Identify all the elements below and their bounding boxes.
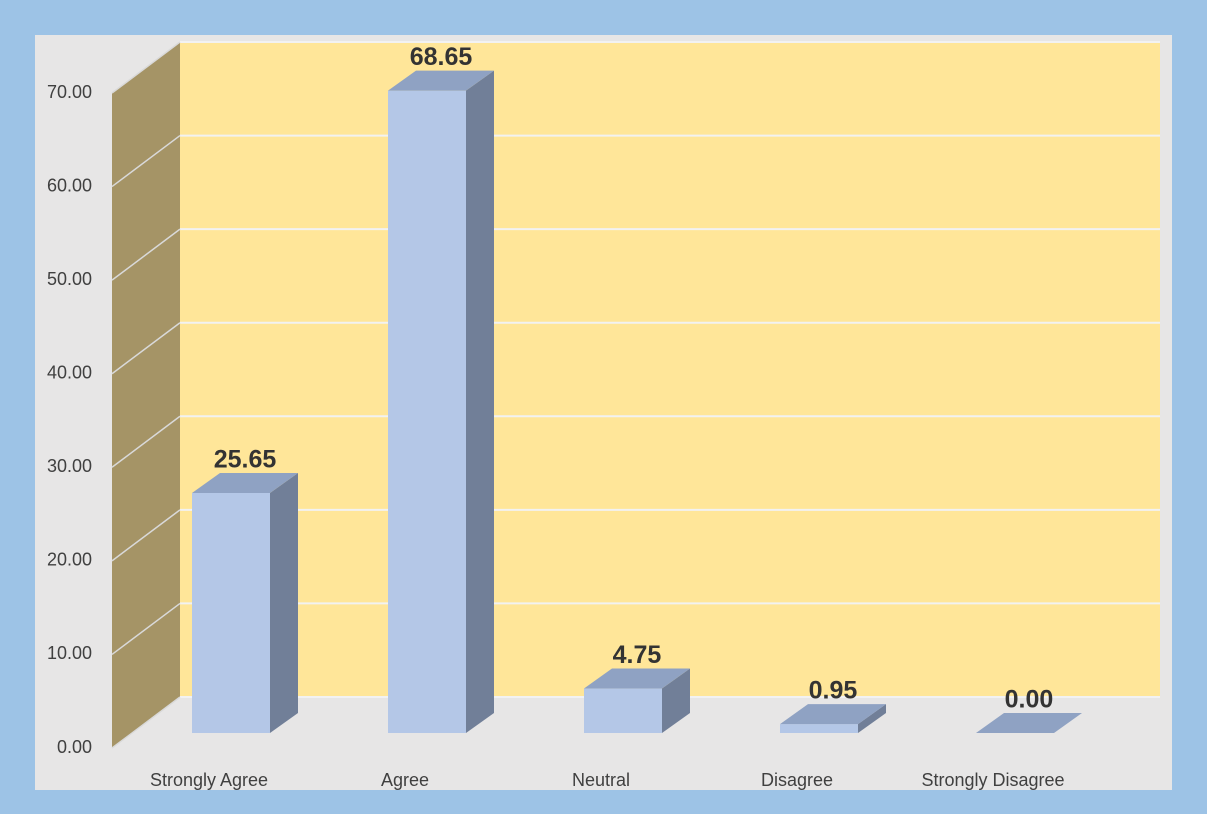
data-label: 0.00	[1005, 686, 1054, 714]
grid-line-side	[111, 228, 181, 281]
data-label: 4.75	[613, 641, 662, 669]
bar-top	[192, 472, 298, 493]
bar-side	[466, 70, 494, 733]
bar-side	[270, 472, 298, 733]
bar-side	[858, 704, 886, 733]
y-tick-label: 40.00	[47, 362, 92, 382]
grid-line-side	[111, 696, 181, 749]
x-tick-label: Neutral	[572, 770, 630, 790]
grid-line-side	[111, 134, 181, 188]
data-label: 68.65	[410, 43, 473, 71]
y-tick-label: 10.00	[47, 643, 92, 663]
x-tick-label: Strongly Disagree	[921, 770, 1064, 790]
data-label: 25.65	[214, 446, 277, 474]
bar-top	[388, 70, 494, 91]
bar	[584, 688, 662, 733]
x-tick-label: Agree	[381, 770, 429, 790]
grid-line-side	[111, 41, 181, 94]
grid-line-side	[111, 415, 181, 468]
y-tick-label: 30.00	[47, 456, 92, 476]
grid-line-side	[111, 322, 181, 375]
grid-line-side	[111, 509, 181, 562]
bar-top	[780, 704, 886, 725]
bar	[192, 492, 270, 733]
back-wall	[180, 42, 1160, 697]
side-wall	[112, 42, 180, 748]
bar-top	[584, 668, 690, 689]
bar-side	[662, 668, 690, 733]
y-tick-label: 20.00	[47, 550, 92, 570]
x-tick-label: Disagree	[761, 770, 833, 790]
data-label: 0.95	[809, 677, 858, 705]
bar	[780, 724, 858, 733]
y-tick-label: 70.00	[47, 82, 92, 102]
y-tick-label: 50.00	[47, 269, 92, 289]
bar-top	[976, 713, 1082, 733]
y-tick-label: 60.00	[47, 175, 92, 195]
grid-line-side	[111, 602, 181, 656]
bar	[388, 90, 466, 733]
y-tick-label: 0.00	[57, 737, 92, 757]
x-tick-label: Strongly Agree	[150, 770, 268, 790]
